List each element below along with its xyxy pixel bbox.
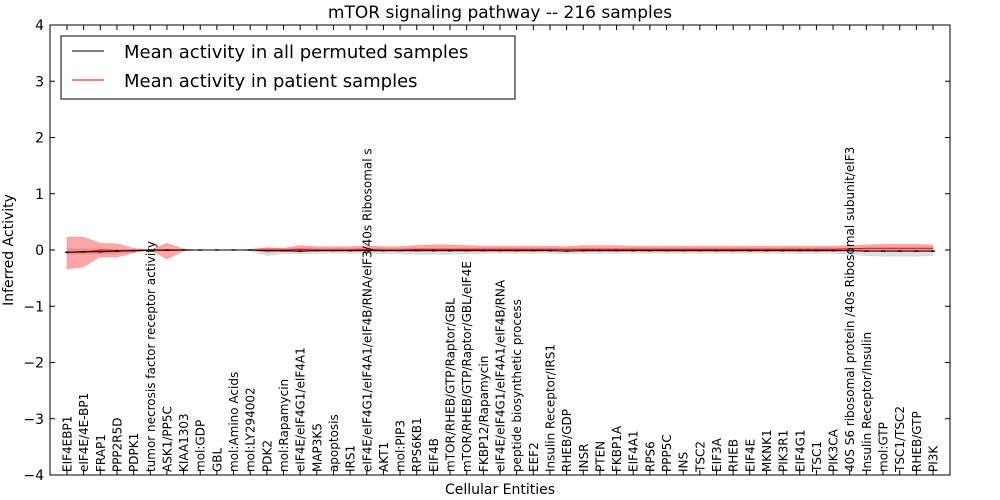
x-tick-label: TSC2 bbox=[693, 441, 707, 473]
x-tick-label: mol:LY294002 bbox=[244, 387, 258, 472]
x-tick-label: IRS1 bbox=[344, 445, 358, 472]
x-tick-label: EIF4A1 bbox=[627, 430, 641, 472]
x-tick-label: eIF4E/4E-BP1 bbox=[77, 393, 91, 472]
x-tick-label: KIAA1303 bbox=[177, 413, 191, 472]
y-axis-label: Inferred Activity bbox=[1, 194, 17, 306]
x-tick-label: peptide biosynthetic process bbox=[510, 299, 524, 472]
x-tick-label: EIF3A bbox=[710, 437, 724, 472]
x-tick-label: PIK3CA bbox=[827, 428, 841, 472]
x-tick-label: INSR bbox=[577, 444, 591, 472]
x-tick-label: Insulin Receptor/IRS1 bbox=[544, 344, 558, 472]
y-tick-label: −2 bbox=[23, 356, 44, 372]
x-tick-label: mol:PIP3 bbox=[394, 420, 408, 472]
y-tick-label: 3 bbox=[35, 74, 44, 90]
confidence-bands bbox=[66, 236, 934, 270]
x-tick-label: mTOR/RHEB/GTP/Raptor/GBL bbox=[444, 298, 458, 472]
x-tick-label: RHEB bbox=[727, 439, 741, 472]
x-tick-label: FKBP1A bbox=[610, 425, 624, 472]
x-tick-label: PDK2 bbox=[260, 440, 274, 472]
x-tick-label: eIF4E/eIF4G1/eIF4A1/eIF4B/RNA/eIF3/40s R… bbox=[360, 148, 374, 472]
x-axis-label: Cellular Entities bbox=[445, 482, 555, 498]
x-tick-label: EIF4EBP1 bbox=[61, 416, 75, 472]
y-tick-label: 2 bbox=[35, 131, 44, 147]
x-tick-label: GBL bbox=[210, 447, 224, 472]
x-tick-label: mol:Rapamycin bbox=[277, 379, 291, 472]
x-tick-label: Insulin Receptor/Insulin bbox=[860, 332, 874, 472]
x-tick-label: tumor necrosis factor receptor activity bbox=[144, 241, 158, 472]
legend: Mean activity in all permuted samples Me… bbox=[60, 35, 516, 100]
x-tick-label: mol:GDP bbox=[194, 420, 208, 472]
x-tick-label: mTOR/RHEB/GTP/Raptor/GBL/eIF4E bbox=[460, 261, 474, 472]
x-tick-label: EIF4G1 bbox=[793, 429, 807, 472]
x-tick-label: EIF4E bbox=[743, 439, 757, 472]
x-tick-label: TSC1 bbox=[810, 441, 824, 473]
x-tick-label: EEF2 bbox=[527, 442, 541, 472]
series-lines bbox=[65, 247, 935, 254]
y-tick-label: 0 bbox=[35, 243, 44, 259]
legend-box bbox=[60, 35, 516, 100]
x-tick-label: FKBP12/Rapamycin bbox=[477, 356, 491, 472]
x-tick-label: PTEN bbox=[593, 441, 607, 472]
x-tick-label: RPS6KB1 bbox=[410, 417, 424, 472]
legend-label-permuted: Mean activity in all permuted samples bbox=[124, 42, 468, 63]
x-tick-label: PPP5C bbox=[660, 434, 674, 472]
x-tick-label: RHEB/GTP bbox=[910, 411, 924, 472]
x-tick-label: 40S S6 ribosomal protein /40s Ribosomal … bbox=[843, 147, 857, 472]
x-tick-label: RPS6 bbox=[643, 441, 657, 472]
y-tick-label: −1 bbox=[23, 299, 44, 315]
y-tick-label: 4 bbox=[35, 18, 44, 34]
x-tick-label: MAP3K5 bbox=[310, 423, 324, 472]
chart-title: mTOR signaling pathway -- 216 samples bbox=[328, 3, 672, 23]
x-tick-label: PI3K bbox=[927, 445, 941, 472]
x-tick-label: INS bbox=[677, 452, 691, 472]
x-tick-label: PIK3R1 bbox=[777, 430, 791, 472]
x-tick-label: RHEB/GDP bbox=[560, 409, 574, 472]
x-tick-label: mol:GTP bbox=[877, 422, 891, 472]
x-tick-label: FRAP1 bbox=[94, 434, 108, 472]
y-tick-label: −4 bbox=[23, 468, 44, 484]
x-tick-label: apoptosis bbox=[327, 414, 341, 472]
x-axis: EIF4EBP1 eIF4E/4E-BP1 FRAP1 PPP2R5D PDPK1 tum… bbox=[61, 25, 941, 475]
x-tick-label: mol:Amino Acids bbox=[227, 372, 241, 472]
y-tick-label: −3 bbox=[23, 412, 44, 428]
x-tick-label: PDPK1 bbox=[127, 433, 141, 472]
x-tick-label: eIF4E/eIF4G1/eIF4A1 bbox=[294, 347, 308, 472]
y-tick-label: 1 bbox=[35, 187, 44, 203]
x-tick-label: PPP2R5D bbox=[111, 417, 125, 472]
x-tick-label: TSC1/TSC2 bbox=[893, 406, 907, 473]
x-tick-label: ASK1/PP5C bbox=[160, 406, 174, 472]
legend-label-patient: Mean activity in patient samples bbox=[124, 71, 418, 92]
x-tick-label: AKT1 bbox=[377, 442, 391, 472]
y-axis: 4 3 2 1 0 −1 −2 −3 −4 bbox=[23, 18, 950, 484]
x-tick-label: eIF4E/eIF4G1/eIF4A1/eIF4B/RNA bbox=[494, 279, 508, 472]
x-tick-label: EIF4B bbox=[427, 438, 441, 472]
x-tick-label: MKNK1 bbox=[760, 429, 774, 472]
